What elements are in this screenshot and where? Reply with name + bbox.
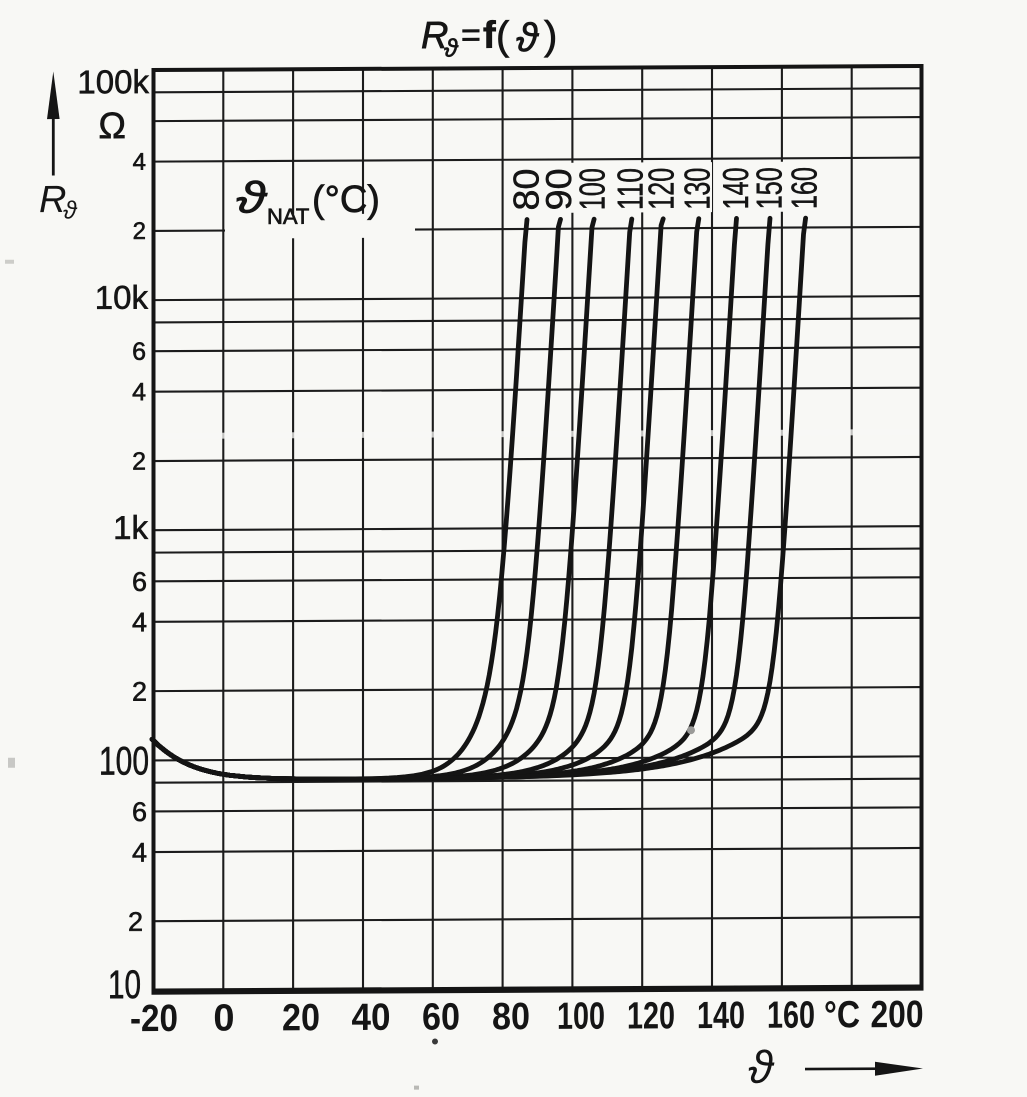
svg-text:2: 2 — [133, 218, 146, 245]
svg-text:f: f — [483, 15, 496, 57]
svg-text:0: 0 — [213, 998, 234, 1040]
svg-text:100k: 100k — [77, 63, 149, 100]
svg-text:40: 40 — [352, 997, 391, 1039]
svg-text:(: ( — [496, 14, 510, 58]
svg-text:160: 160 — [767, 995, 815, 1037]
svg-text:100: 100 — [557, 996, 605, 1038]
svg-text:4: 4 — [132, 378, 146, 406]
svg-text:100: 100 — [572, 168, 613, 210]
svg-text:20: 20 — [282, 997, 320, 1039]
svg-text:-20: -20 — [130, 998, 178, 1040]
svg-text:6: 6 — [132, 338, 146, 366]
svg-text:Ω: Ω — [98, 105, 126, 146]
svg-text:140: 140 — [697, 995, 745, 1037]
svg-text:2: 2 — [132, 677, 147, 707]
svg-text:10k: 10k — [95, 279, 149, 316]
svg-text:120: 120 — [627, 995, 675, 1037]
svg-text:160: 160 — [784, 167, 825, 209]
svg-text:200: 200 — [871, 994, 924, 1036]
svg-text:80: 80 — [492, 996, 530, 1038]
svg-text:2: 2 — [128, 907, 143, 937]
svg-text:NAT: NAT — [267, 204, 309, 229]
svg-text:): ) — [544, 14, 557, 58]
svg-text:6: 6 — [132, 797, 147, 827]
svg-text:ϑ: ϑ — [516, 16, 540, 60]
svg-text:ϑ: ϑ — [236, 173, 268, 222]
svg-text:ϑ: ϑ — [748, 1041, 775, 1092]
svg-text:ϑ: ϑ — [63, 196, 78, 224]
svg-text:1k: 1k — [113, 509, 148, 546]
svg-text:2: 2 — [132, 448, 146, 476]
svg-text:4: 4 — [133, 149, 146, 176]
svg-text:4: 4 — [132, 838, 147, 868]
svg-text:100: 100 — [99, 739, 149, 783]
svg-text:130: 130 — [677, 168, 718, 210]
svg-text:60: 60 — [422, 996, 460, 1038]
svg-text:(°C): (°C) — [312, 179, 380, 221]
svg-text:=: = — [461, 16, 481, 54]
svg-text:6: 6 — [132, 567, 147, 597]
svg-text:ϑ: ϑ — [444, 34, 459, 62]
svg-text:°C: °C — [824, 994, 860, 1036]
svg-text:120: 120 — [641, 168, 682, 210]
svg-text:4: 4 — [132, 607, 147, 637]
